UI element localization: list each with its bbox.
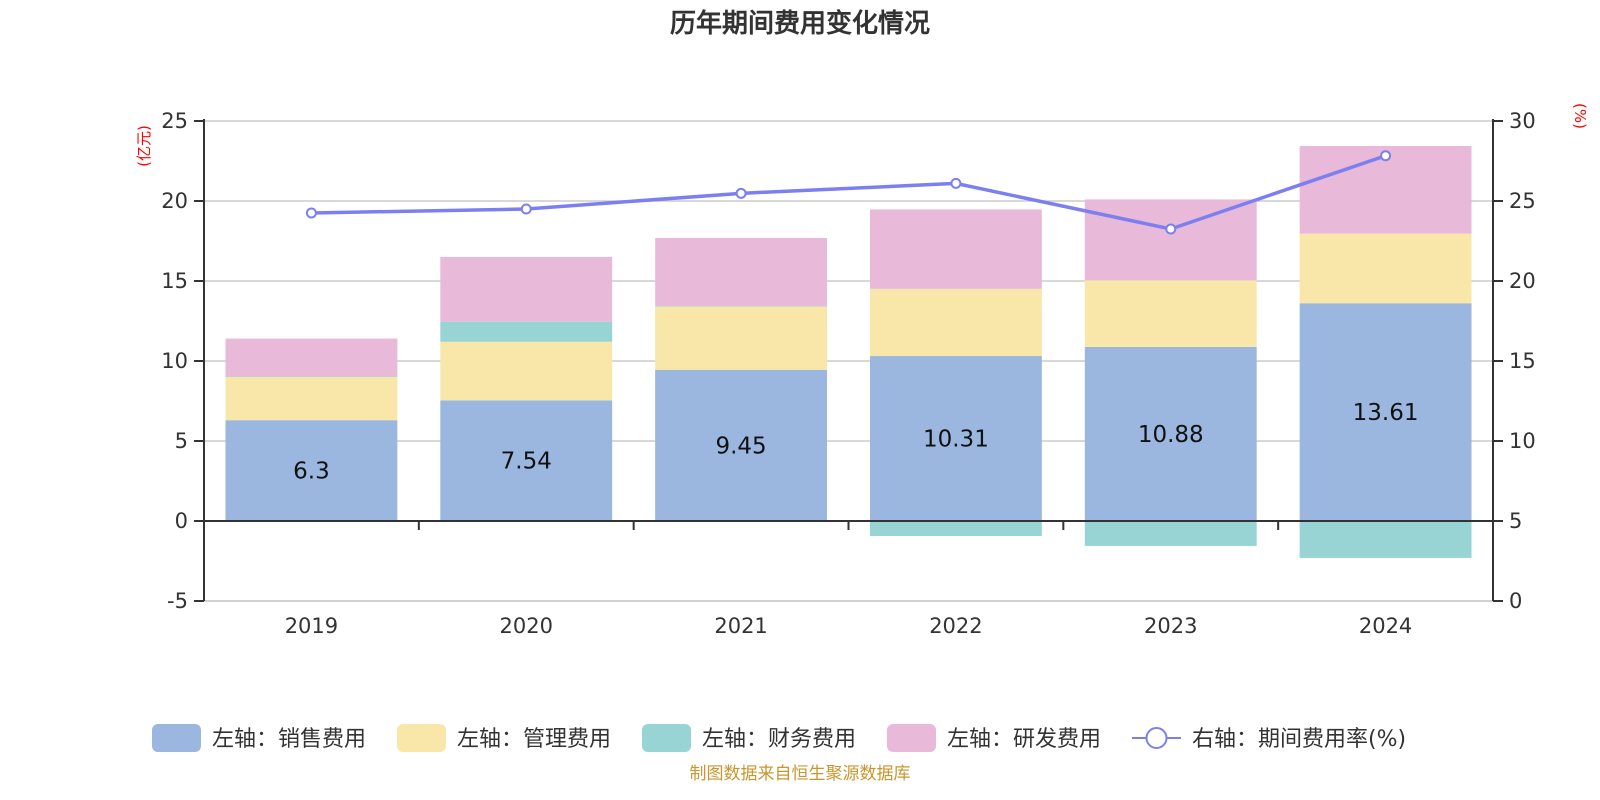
bar-value-label: 6.3 [293,459,330,485]
bar-segment [1084,280,1257,347]
axes: -5 0 5 10 15 20 25 0 5 10 15 20 25 30 2019 2020 2021 2022… [161,109,1535,638]
right-axis-tick-label: 15 [1509,349,1536,373]
bar-value-label: 9.45 [715,433,766,459]
bar-segment [440,341,613,401]
x-axis-tick-label: 2023 [1144,614,1197,638]
legend-label: 左轴：财务费用 [702,727,856,752]
bar-segment [1299,521,1472,558]
rate-line-point [1165,223,1177,235]
x-axis-tick-label: 2019 [285,614,338,638]
legend-label: 左轴：管理费用 [457,727,611,752]
bar-value-label: 7.54 [501,449,552,475]
left-axis-tick-label: -5 [167,589,188,613]
gridlines [204,120,1493,602]
bar-segment [1084,346,1257,521]
rate-line-point [305,207,317,219]
bar-segment [440,400,613,521]
bar-segment [655,369,828,521]
x-axis-tick-label: 2024 [1359,614,1412,638]
legend-circle-icon [1145,727,1168,749]
bar-segment [225,377,398,421]
right-axis-unit-label: (%) [1571,103,1589,129]
bar-segment [869,209,1042,289]
rate-line [305,150,1392,235]
right-axis-tick-label: 10 [1509,429,1536,453]
right-axis-tick-label: 0 [1509,589,1522,613]
bar-segment [440,257,613,322]
bar-segment [1084,521,1257,546]
legend: 左轴：销售费用 左轴：管理费用 左轴：财务费用 左轴：研发费用 右轴：期间费用率(%) [152,724,1406,752]
right-axis-tick-label: 5 [1509,509,1522,533]
right-axis-tick-label: 20 [1509,269,1536,293]
rate-line-point [1380,150,1392,162]
bar-segment [869,521,1042,537]
bar-segment [225,376,398,377]
legend-label: 左轴：销售费用 [212,727,366,752]
bar-segment [869,356,1042,521]
source-note: 制图数据来自恒生聚源数据库 [690,764,911,784]
bar-segment [225,420,398,521]
bar-segment [1299,303,1472,521]
legend-swatch [887,724,936,752]
bars [225,145,1472,558]
data-labels: 6.3 7.54 9.45 10.31 10.88 13.61 [293,400,1418,484]
bar-value-label: 13.61 [1353,400,1419,426]
bar-segment [869,288,1042,357]
bar-segment [1084,199,1257,281]
left-axis-tick-label: 0 [175,509,188,533]
left-axis-tick-label: 5 [175,429,188,453]
bar-value-label: 10.31 [923,427,989,453]
legend-swatch [152,724,201,752]
left-axis-unit-label: (亿元) [135,125,153,167]
right-axis-tick-label: 25 [1509,189,1536,213]
legend-swatch [397,724,446,752]
legend-swatch [642,724,691,752]
left-axis-tick-label: 10 [161,349,188,373]
rate-line-path [311,154,1387,231]
bar-segment [655,305,828,307]
x-axis-tick-label: 2022 [929,614,982,638]
rate-line-point [520,203,532,215]
rate-line-point [950,177,962,189]
rate-line-point [735,187,747,199]
bar-segment [655,306,828,370]
bar-segment [440,321,613,342]
right-axis-tick-label: 30 [1509,109,1536,133]
legend-label: 左轴：研发费用 [947,727,1101,752]
x-axis-tick-label: 2021 [714,614,767,638]
chart-title: 历年期间费用变化情况 [670,8,930,39]
x-axis-tick-label: 2020 [500,614,553,638]
bar-segment [655,237,828,306]
left-axis-tick-label: 20 [161,189,188,213]
bar-segment [225,338,398,377]
legend-label: 右轴：期间费用率(%) [1192,727,1406,752]
bar-segment [1299,233,1472,304]
bar-value-label: 10.88 [1138,422,1204,448]
left-axis-tick-label: 25 [161,109,188,133]
left-axis-tick-label: 15 [161,269,188,293]
